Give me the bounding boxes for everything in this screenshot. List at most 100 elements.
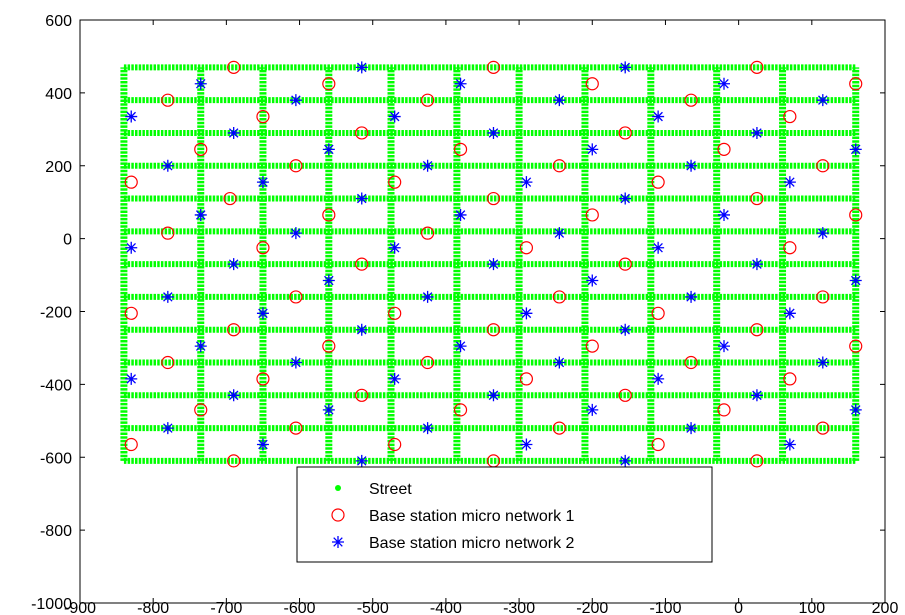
network2-station-53 [817, 357, 829, 369]
x-tick-label-4: -500 [357, 600, 389, 615]
network2-station-26 [455, 209, 467, 221]
network2-station-28 [290, 227, 302, 239]
network2-station-18 [422, 160, 434, 172]
network2-station-68 [784, 438, 796, 450]
y-tick-label-6: 200 [45, 159, 72, 176]
y-tick-label-7: 400 [45, 86, 72, 103]
network2-station-39 [850, 275, 862, 287]
network2-station-60 [323, 404, 335, 416]
network2-station-0 [356, 61, 368, 73]
x-tick-label-2: -700 [210, 600, 242, 615]
y-tick-label-0: -1000 [31, 596, 72, 613]
network2-station-54 [125, 373, 137, 385]
y-tick-label-1: -800 [40, 523, 72, 540]
network2-station-33 [652, 242, 664, 254]
network2-station-50 [718, 340, 730, 352]
network2-station-24 [619, 193, 631, 205]
network2-station-64 [422, 422, 434, 434]
network1-station-56 [455, 404, 467, 416]
network2-station-15 [586, 143, 598, 155]
network2-station-14 [323, 143, 335, 155]
network2-station-51 [290, 357, 302, 369]
network2-station-27 [718, 209, 730, 221]
network2-station-25 [195, 209, 207, 221]
network2-station-44 [520, 307, 532, 319]
network2-station-10 [817, 94, 829, 106]
network2-station-38 [586, 275, 598, 287]
x-tick-label-7: -200 [576, 600, 608, 615]
x-tick-label-11: 200 [872, 600, 899, 615]
network1-station-40 [652, 307, 664, 319]
network2-station-52 [553, 357, 565, 369]
y-tick-label-4: -200 [40, 305, 72, 322]
network2-station-69 [356, 455, 368, 467]
network2-station-30 [817, 227, 829, 239]
network2-station-57 [228, 389, 240, 401]
legend-box: Street Base station micro network 1 Base s… [297, 467, 712, 562]
network2-station-1 [619, 61, 631, 73]
legend-label-2: Base station micro network 2 [369, 535, 575, 552]
network2-station-16 [850, 143, 862, 155]
network2-station-21 [520, 176, 532, 188]
network2-station-45 [784, 307, 796, 319]
x-tick-label-3: -600 [284, 600, 316, 615]
network2-station-65 [685, 422, 697, 434]
network2-station-59 [751, 389, 763, 401]
x-tick-label-9: 0 [734, 600, 743, 615]
network2-station-29 [553, 227, 565, 239]
network2-station-49 [455, 340, 467, 352]
network2-station-31 [125, 242, 137, 254]
network2-station-56 [652, 373, 664, 385]
network2-station-32 [389, 242, 401, 254]
x-tick-label-5: -400 [430, 600, 462, 615]
legend-marker-0 [335, 485, 341, 491]
network2-station-41 [422, 291, 434, 303]
network2-station-6 [290, 94, 302, 106]
network1-station-57 [718, 404, 730, 416]
network2-station-66 [257, 438, 269, 450]
network2-station-7 [389, 111, 401, 123]
network2-station-63 [162, 422, 174, 434]
network2-station-4 [718, 78, 730, 90]
marker-layer [125, 61, 862, 467]
network2-station-36 [751, 258, 763, 270]
network1-station-4 [586, 78, 598, 90]
network2-station-17 [162, 160, 174, 172]
network2-station-20 [257, 176, 269, 188]
network2-station-62 [850, 404, 862, 416]
network2-station-55 [389, 373, 401, 385]
network2-station-9 [652, 111, 664, 123]
network2-station-48 [195, 340, 207, 352]
y-tick-label-5: 0 [63, 232, 72, 249]
legend-label-1: Base station micro network 1 [369, 508, 575, 525]
network2-station-67 [520, 438, 532, 450]
y-tick-label-3: -400 [40, 377, 72, 394]
x-tick-label-8: -100 [649, 600, 681, 615]
network2-station-2 [195, 78, 207, 90]
legend-marker-2 [332, 536, 344, 548]
network2-station-3 [455, 78, 467, 90]
network1-station-39 [389, 307, 401, 319]
network2-station-19 [685, 160, 697, 172]
y-tick-label-2: -600 [40, 450, 72, 467]
network2-station-23 [356, 193, 368, 205]
network2-station-5 [125, 111, 137, 123]
x-tick-label-1: -800 [137, 600, 169, 615]
x-tick-label-6: -300 [503, 600, 535, 615]
network2-station-43 [257, 307, 269, 319]
network2-station-35 [487, 258, 499, 270]
network2-station-8 [553, 94, 565, 106]
network2-station-40 [162, 291, 174, 303]
legend-label-0: Street [369, 481, 412, 498]
network2-station-70 [619, 455, 631, 467]
network2-station-61 [586, 404, 598, 416]
network2-station-22 [784, 176, 796, 188]
network2-station-42 [685, 291, 697, 303]
network1-station-38 [125, 307, 137, 319]
network2-station-11 [228, 127, 240, 139]
network2-station-46 [356, 324, 368, 336]
network2-station-13 [751, 127, 763, 139]
network2-station-47 [619, 324, 631, 336]
network2-station-12 [487, 127, 499, 139]
